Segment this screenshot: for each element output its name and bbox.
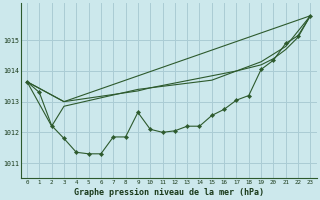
- X-axis label: Graphe pression niveau de la mer (hPa): Graphe pression niveau de la mer (hPa): [74, 188, 264, 197]
